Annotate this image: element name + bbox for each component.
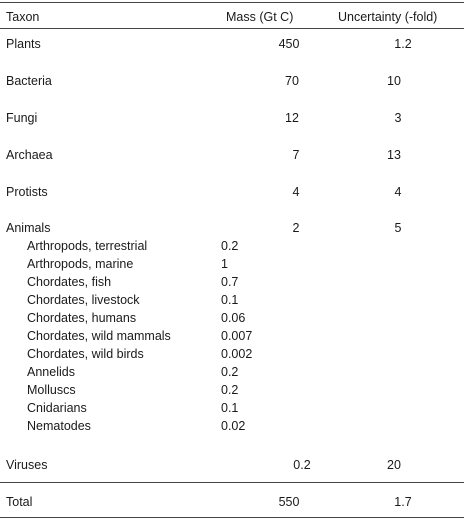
- subrow-taxon: Chordates, livestock: [27, 293, 140, 307]
- row-uncertainty: 1.2: [394, 37, 412, 51]
- row-uncertainty-total: 1.7: [394, 495, 412, 509]
- header-rule: [0, 28, 464, 29]
- subrow-mass: 0.1: [221, 401, 239, 415]
- row-taxon: Archaea: [6, 148, 53, 162]
- header-mass: Mass (Gt C): [226, 10, 294, 24]
- subrow-taxon: Nematodes: [27, 419, 91, 433]
- subrow-mass: 0.2: [221, 365, 239, 379]
- subrow-mass: 0.2: [221, 239, 239, 253]
- row-mass: 12: [285, 111, 299, 125]
- subrow-mass: 0.007: [221, 329, 253, 343]
- total-rule: [0, 482, 464, 483]
- subrow-taxon: Molluscs: [27, 383, 76, 397]
- subrow-taxon: Cnidarians: [27, 401, 87, 415]
- subrow-taxon: Chordates, wild mammals: [27, 329, 171, 343]
- header-uncertainty: Uncertainty (-fold): [338, 10, 438, 24]
- subrow-taxon: Arthropods, terrestrial: [27, 239, 148, 253]
- subrow-mass: 0.7: [221, 275, 239, 289]
- row-taxon-total: Total: [6, 495, 33, 509]
- subrow-mass: 0.2: [221, 383, 239, 397]
- subrow-taxon: Annelids: [27, 365, 75, 379]
- row-uncertainty: 3: [394, 111, 402, 125]
- row-taxon: Plants: [6, 37, 41, 51]
- bottom-rule: [0, 517, 464, 518]
- subrow-mass: 1: [221, 257, 228, 271]
- subrow-mass: 0.1: [221, 293, 239, 307]
- row-mass-total: 550: [278, 495, 300, 509]
- subrow-mass: 0.02: [221, 419, 246, 433]
- row-mass: 450: [278, 37, 300, 51]
- row-uncertainty: 4: [394, 185, 402, 199]
- subrow-taxon: Arthropods, marine: [27, 257, 134, 271]
- row-mass: 70: [285, 74, 299, 88]
- row-taxon: Animals: [6, 221, 51, 235]
- row-taxon-viruses: Viruses: [6, 458, 48, 472]
- subrow-taxon: Chordates, fish: [27, 275, 112, 289]
- subrow-mass: 0.06: [221, 311, 246, 325]
- row-uncertainty: 5: [394, 221, 402, 235]
- top-rule: [0, 2, 464, 3]
- row-taxon: Protists: [6, 185, 48, 199]
- row-mass: 7: [292, 148, 300, 162]
- row-uncertainty: 10: [387, 74, 401, 88]
- row-mass: 2: [292, 221, 300, 235]
- subrow-taxon: Chordates, humans: [27, 311, 137, 325]
- header-taxon: Taxon: [6, 10, 40, 24]
- subrow-taxon: Chordates, wild birds: [27, 347, 144, 361]
- row-mass-viruses: 0.2: [293, 458, 311, 472]
- row-mass: 4: [292, 185, 300, 199]
- row-taxon: Bacteria: [6, 74, 52, 88]
- row-uncertainty: 13: [387, 148, 401, 162]
- row-taxon: Fungi: [6, 111, 38, 125]
- subrow-mass: 0.002: [221, 347, 253, 361]
- row-uncertainty-viruses: 20: [387, 458, 401, 472]
